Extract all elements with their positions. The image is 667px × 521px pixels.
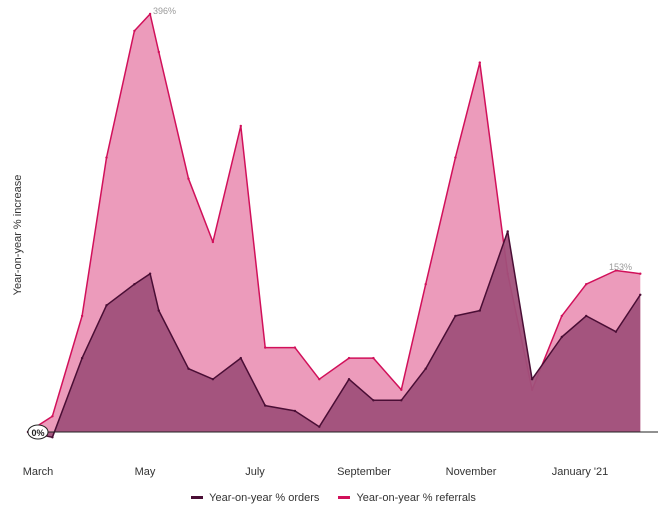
point-referrals-17 <box>454 156 457 159</box>
point-orders-15 <box>400 399 403 402</box>
chart-labels: Year-on-year % increase 396% 153% 0% <box>12 6 632 440</box>
point-referrals-24 <box>639 272 642 275</box>
point-referrals-23 <box>614 269 618 272</box>
point-orders-23 <box>614 330 618 333</box>
x-tick-label: September <box>337 466 391 478</box>
point-orders-13 <box>347 378 351 381</box>
point-orders-20 <box>530 378 534 381</box>
legend-item-orders[interactable]: Year-on-year % orders <box>191 492 319 504</box>
point-referrals-14 <box>372 356 375 360</box>
point-orders-19 <box>506 230 509 233</box>
point-orders-8 <box>211 378 215 381</box>
x-tick-label: November <box>446 466 497 478</box>
legend-swatch-orders <box>191 496 204 499</box>
legend-label-orders: Year-on-year % orders <box>209 491 320 504</box>
legend: Year-on-year % orders Year-on-year % ref… <box>0 490 667 504</box>
point-orders-14 <box>372 399 375 402</box>
point-orders-18 <box>478 309 481 312</box>
x-tick-label: January '21 <box>552 466 609 478</box>
point-referrals-11 <box>293 346 297 349</box>
point-orders-5 <box>148 272 152 275</box>
point-referrals-10 <box>264 346 267 349</box>
point-referrals-15 <box>400 388 403 391</box>
legend-label-referrals: Year-on-year % referrals <box>356 491 476 504</box>
point-referrals-4 <box>133 29 136 33</box>
point-orders-9 <box>239 356 242 360</box>
point-orders-17 <box>454 314 457 318</box>
x-tick-label: March <box>23 466 54 478</box>
plot-area <box>26 12 642 439</box>
point-referrals-9 <box>239 124 242 128</box>
point-referrals-2 <box>80 314 84 318</box>
point-orders-4 <box>133 283 136 286</box>
x-tick-label: July <box>245 466 265 478</box>
latest-annotation-referrals: 153% <box>609 262 632 272</box>
point-referrals-16 <box>424 283 427 286</box>
point-orders-1 <box>51 436 54 439</box>
point-orders-2 <box>80 356 84 360</box>
point-referrals-12 <box>318 378 321 381</box>
point-referrals-7 <box>187 177 190 180</box>
point-orders-10 <box>264 404 267 407</box>
point-referrals-13 <box>347 356 351 360</box>
peak-annotation-referrals: 396% <box>153 6 176 16</box>
point-orders-6 <box>157 309 160 312</box>
zero-badge <box>27 424 49 440</box>
point-referrals-8 <box>211 240 215 244</box>
point-orders-22 <box>585 314 588 318</box>
point-orders-7 <box>187 367 190 370</box>
point-referrals-5 <box>148 12 152 16</box>
point-orders-12 <box>318 425 321 428</box>
x-tick-label: May <box>135 466 156 478</box>
legend-swatch-referrals <box>338 496 351 499</box>
area-orders <box>28 231 641 438</box>
point-referrals-6 <box>157 50 160 54</box>
point-orders-24 <box>639 293 642 296</box>
axes: March May July September November January '21 <box>23 431 658 478</box>
point-orders-16 <box>424 367 427 370</box>
point-referrals-3 <box>105 156 108 159</box>
point-orders-21 <box>560 335 563 339</box>
y-axis-label: Year-on-year % increase <box>12 175 24 296</box>
point-referrals-21 <box>560 314 563 318</box>
point-referrals-22 <box>585 283 588 286</box>
point-referrals-1 <box>51 415 54 418</box>
point-referrals-18 <box>478 61 481 64</box>
legend-item-referrals[interactable]: Year-on-year % referrals <box>338 491 476 504</box>
zero-label: 0% <box>31 428 44 438</box>
point-orders-11 <box>293 409 297 413</box>
point-orders-3 <box>105 304 108 307</box>
